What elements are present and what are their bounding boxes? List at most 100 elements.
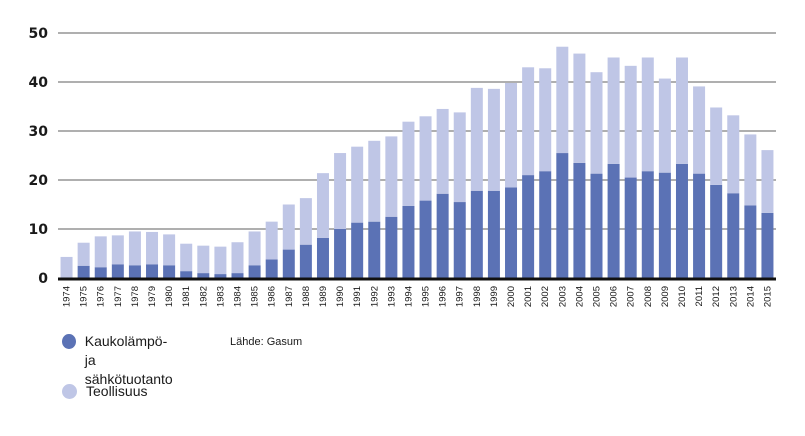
bar-segment-teollisuus [761, 150, 774, 213]
bar-segment-teollisuus [744, 134, 757, 206]
x-tick-label: 1980 [164, 286, 175, 307]
bar-segment-kaukolampo [710, 184, 723, 278]
bar-segment-teollisuus [419, 116, 432, 201]
x-tick-label: 2009 [660, 286, 671, 307]
x-tick-label: 2013 [728, 286, 739, 307]
x-tick-label: 2000 [506, 286, 517, 307]
bar-segment-kaukolampo [522, 175, 535, 278]
bar-segment-teollisuus [505, 82, 518, 188]
x-tick-label: 1994 [403, 286, 414, 307]
bar-segment-kaukolampo [368, 221, 381, 278]
x-tick-label: 1974 [62, 286, 73, 307]
bars [60, 46, 774, 278]
x-tick-label: 2006 [609, 286, 620, 307]
legend-label-teollisuus: Teollisuus [86, 383, 148, 399]
bar-segment-kaukolampo [436, 193, 449, 278]
x-tick-label: 2002 [540, 286, 551, 307]
y-tick-label: 50 [29, 26, 49, 42]
bar-segment-kaukolampo [197, 273, 210, 278]
x-tick-label: 1975 [79, 286, 90, 307]
y-tick-label: 10 [29, 222, 49, 238]
bar-segment-kaukolampo [248, 265, 261, 278]
bar-segment-kaukolampo [744, 205, 757, 278]
bar-segment-teollisuus [60, 256, 73, 278]
bar-segment-teollisuus [590, 72, 603, 174]
bar-segment-kaukolampo [470, 190, 483, 278]
x-axis-ticks: 1974 1975 1976 1977 1978 1979 1980 1981 1982 1983… [62, 286, 774, 307]
bar-segment-teollisuus [556, 46, 569, 154]
x-tick-label: 2008 [643, 286, 654, 307]
bar-segment-kaukolampo [573, 162, 586, 278]
bar-segment-teollisuus [641, 57, 654, 172]
bar-segment-kaukolampo [385, 216, 398, 278]
bar-segment-teollisuus [214, 246, 227, 275]
x-tick-label: 2015 [762, 286, 773, 307]
bar-segment-teollisuus [180, 243, 193, 272]
x-tick-label: 2001 [523, 286, 534, 307]
bar-segment-kaukolampo [94, 267, 107, 278]
x-tick-label: 1998 [472, 286, 483, 307]
bar-segment-kaukolampo [231, 273, 244, 278]
x-tick-label: 2004 [574, 286, 585, 307]
bar-segment-kaukolampo [77, 265, 90, 278]
bar-segment-kaukolampo [487, 190, 500, 278]
x-tick-label: 1990 [335, 286, 346, 307]
x-tick-label: 1985 [250, 286, 261, 307]
x-tick-label: 1992 [369, 286, 380, 307]
bar-segment-kaukolampo [128, 265, 141, 278]
bar-segment-teollisuus [710, 107, 723, 185]
bar-segment-teollisuus [675, 57, 688, 164]
x-tick-label: 1983 [215, 286, 226, 307]
x-tick-label: 1999 [489, 286, 500, 307]
bar-segment-kaukolampo [146, 264, 159, 278]
x-tick-label: 2007 [626, 286, 637, 307]
bar-segment-teollisuus [727, 115, 740, 194]
bar-segment-kaukolampo [641, 171, 654, 278]
x-tick-label: 1977 [113, 286, 124, 307]
bar-segment-kaukolampo [402, 205, 415, 278]
bar-segment-kaukolampo [727, 193, 740, 278]
bar-segment-kaukolampo [675, 163, 688, 278]
x-tick-label: 2005 [592, 286, 603, 307]
bar-segment-teollisuus [146, 231, 159, 265]
x-tick-label: 1989 [318, 286, 329, 307]
bar-segment-teollisuus [351, 146, 364, 223]
y-axis-ticks: 0 10 20 30 40 50 [29, 26, 49, 287]
bar-segment-teollisuus [436, 108, 449, 194]
bar-segment-teollisuus [539, 68, 552, 172]
x-tick-label: 1987 [284, 286, 295, 307]
bar-segment-teollisuus [470, 87, 483, 191]
x-tick-label: 2014 [745, 286, 756, 307]
bar-segment-teollisuus [385, 136, 398, 217]
bar-segment-kaukolampo [282, 249, 295, 278]
x-tick-label: 1988 [301, 286, 312, 307]
x-tick-label: 2010 [677, 286, 688, 307]
bar-segment-kaukolampo [453, 202, 466, 278]
bar-segment-kaukolampo [607, 163, 620, 278]
bar-segment-kaukolampo [761, 212, 774, 278]
bar-segment-teollisuus [607, 57, 620, 164]
gridlines [58, 32, 776, 230]
x-tick-label: 1976 [96, 286, 107, 307]
bar-segment-kaukolampo [658, 172, 671, 278]
legend-swatch-teollisuus [62, 384, 77, 399]
legend-swatch-kaukolampo [62, 334, 76, 349]
x-tick-label: 1991 [352, 286, 363, 307]
bar-segment-teollisuus [94, 236, 107, 268]
bar-segment-teollisuus [282, 204, 295, 250]
y-tick-label: 20 [29, 173, 49, 189]
bar-segment-teollisuus [316, 173, 329, 238]
x-tick-label: 1996 [438, 286, 449, 307]
bar-segment-kaukolampo [590, 173, 603, 278]
x-tick-label: 1982 [198, 286, 209, 307]
bar-segment-kaukolampo [163, 265, 176, 278]
bar-segment-teollisuus [111, 235, 124, 265]
bar-segment-kaukolampo [265, 259, 278, 278]
legend-item-teollisuus: Teollisuus [62, 382, 147, 401]
y-tick-label: 40 [29, 75, 49, 91]
bar-segment-kaukolampo [299, 244, 312, 278]
bar-segment-kaukolampo [624, 177, 637, 278]
x-tick-label: 2003 [557, 286, 568, 307]
stacked-bar-chart: 0 10 20 30 40 50 1974 1975 1976 1977 1978 1979 1980… [29, 26, 776, 307]
bar-segment-teollisuus [128, 231, 141, 266]
